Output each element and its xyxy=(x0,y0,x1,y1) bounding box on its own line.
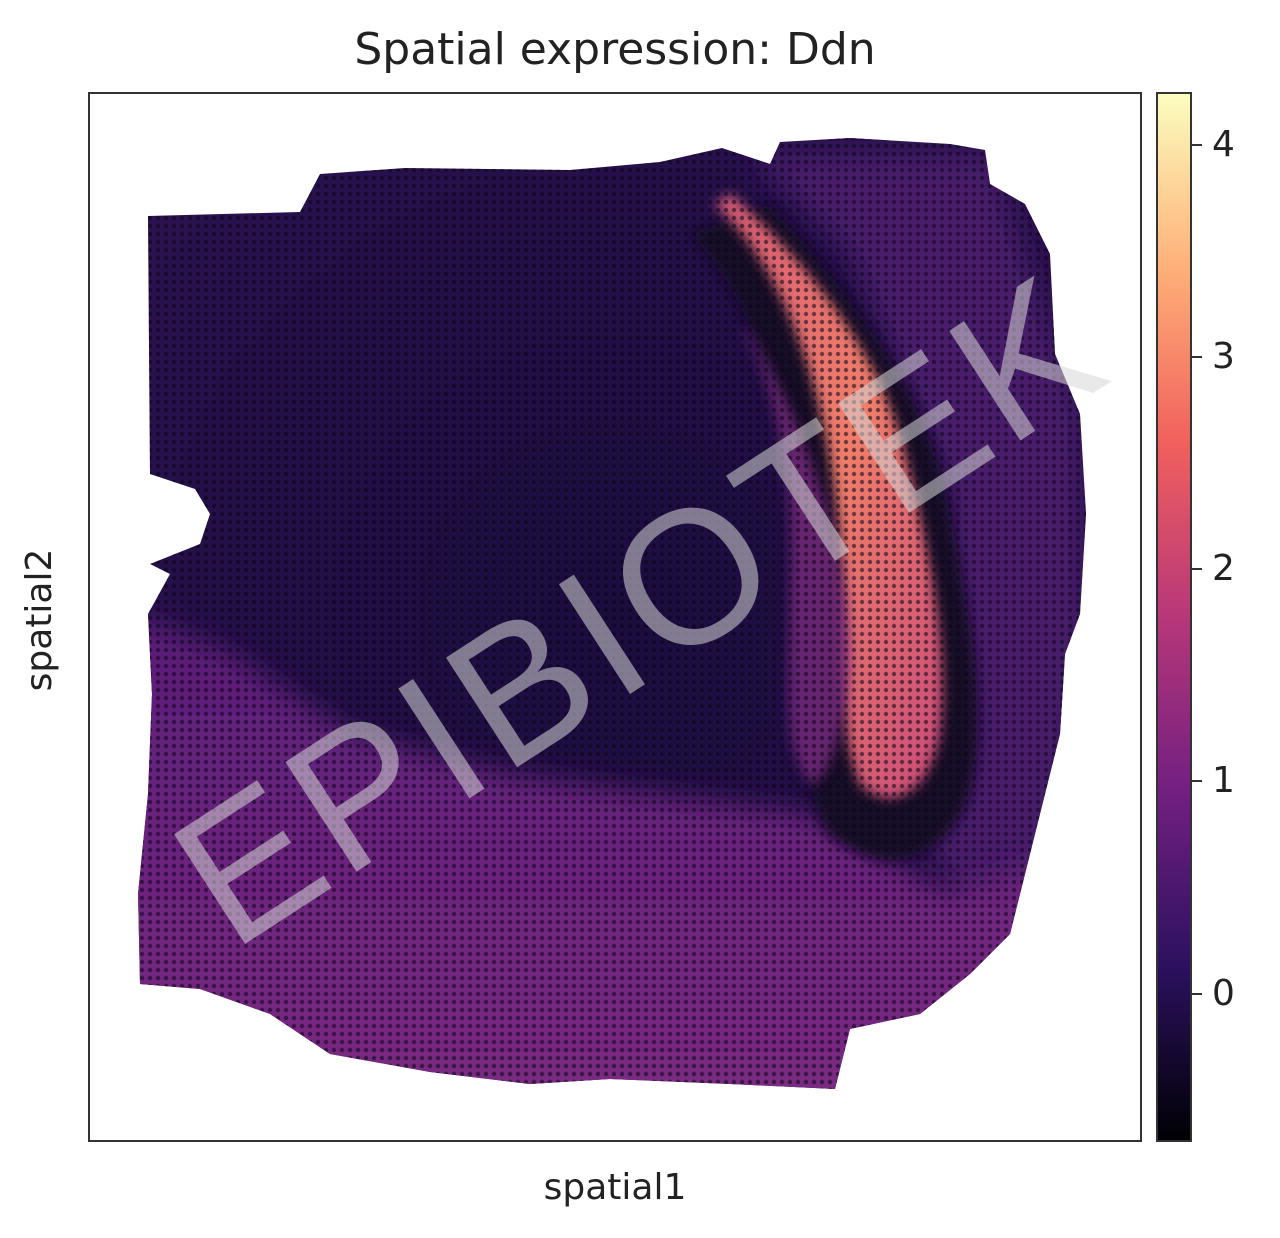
colorbar xyxy=(1156,92,1192,1142)
chart-title: Spatial expression: Ddn xyxy=(354,24,876,75)
plot-area xyxy=(88,92,1142,1142)
colorbar-tick-label: 4 xyxy=(1212,124,1235,166)
x-axis-label: spatial1 xyxy=(543,1167,687,1208)
y-axis-label: spatial2 xyxy=(19,548,60,692)
colorbar-tick-mark xyxy=(1192,780,1202,783)
colorbar-tick-label: 2 xyxy=(1212,548,1235,590)
colorbar-tick-mark xyxy=(1192,356,1202,359)
colorbar-tick-label: 1 xyxy=(1212,760,1235,802)
colorbar-tick-mark xyxy=(1192,992,1202,995)
spot-texture xyxy=(138,138,1086,1089)
tissue-layers xyxy=(138,138,1086,1089)
colorbar-tick-mark xyxy=(1192,568,1202,571)
colorbar-tick-mark xyxy=(1192,144,1202,147)
tissue-scatter xyxy=(138,138,1086,1089)
colorbar-tick-label: 0 xyxy=(1212,972,1235,1014)
colorbar-tick-label: 3 xyxy=(1212,336,1235,378)
